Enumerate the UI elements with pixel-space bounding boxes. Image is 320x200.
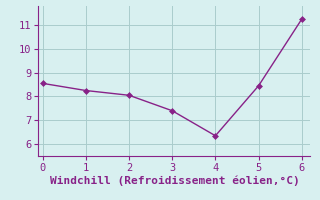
X-axis label: Windchill (Refroidissement éolien,°C): Windchill (Refroidissement éolien,°C) [50,176,299,186]
